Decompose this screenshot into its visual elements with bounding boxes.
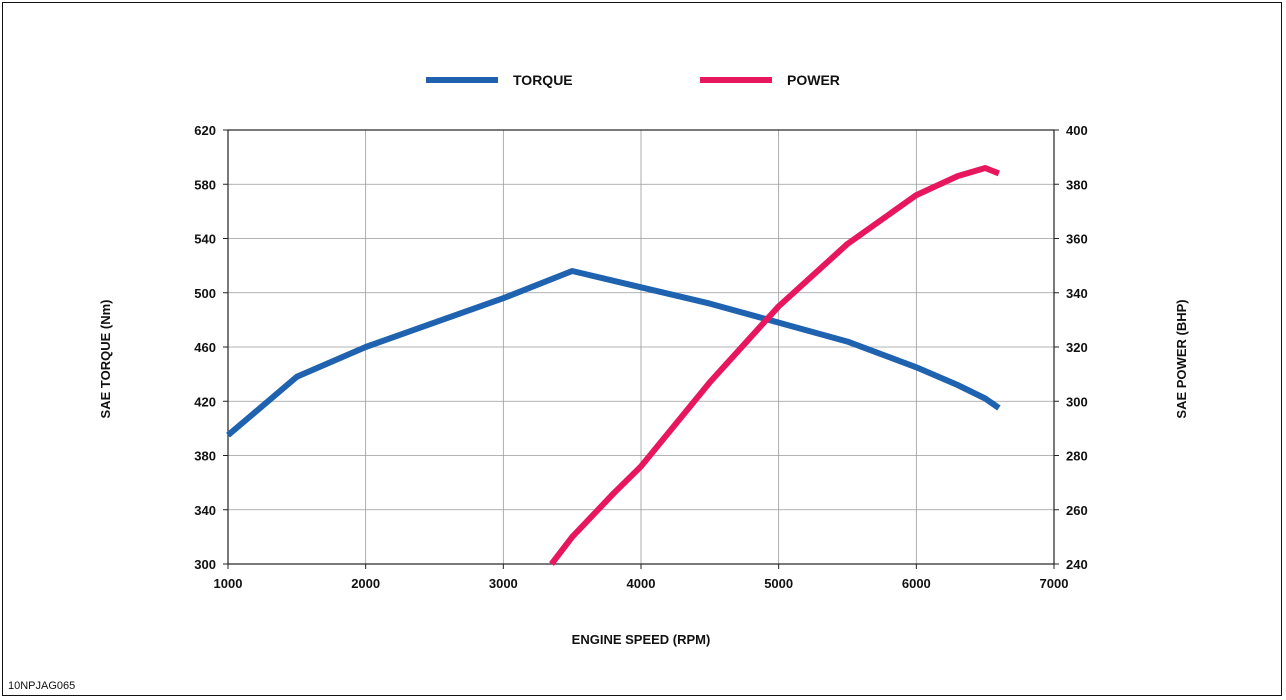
- y-tick-label: 540: [194, 232, 216, 247]
- series-lines: [228, 168, 999, 564]
- y-tick-label: 340: [194, 503, 216, 518]
- y2-tick-label: 240: [1066, 557, 1088, 572]
- series-line-torque: [228, 271, 999, 435]
- y2-axis-ticks: 240 260 280 300 320 340 360 380 400: [1054, 123, 1088, 572]
- y2-tick-label: 320: [1066, 340, 1088, 355]
- y2-tick-label: 280: [1066, 449, 1088, 464]
- x-tick-label: 6000: [902, 576, 931, 591]
- x-tick-label: 1000: [214, 576, 243, 591]
- y-tick-label: 300: [194, 557, 216, 572]
- y-tick-label: 500: [194, 286, 216, 301]
- y-tick-label: 420: [194, 394, 216, 409]
- x-axis-title: ENGINE SPEED (RPM): [572, 632, 711, 647]
- grid-lines: [228, 130, 1054, 564]
- y-tick-label: 460: [194, 340, 216, 355]
- y-axis-title: SAE TORQUE (Nm): [98, 300, 113, 419]
- figure-code: 10NPJAG065: [8, 680, 75, 693]
- y-axis-ticks: 300 340 380 420 460 500 540 580 620: [194, 123, 228, 572]
- legend-label-torque: TORQUE: [513, 72, 573, 88]
- y2-tick-label: 300: [1066, 394, 1088, 409]
- series-line-power: [552, 168, 999, 564]
- y2-tick-label: 380: [1066, 177, 1088, 192]
- y2-tick-label: 360: [1066, 232, 1088, 247]
- y-tick-label: 580: [194, 177, 216, 192]
- legend-label-power: POWER: [787, 72, 840, 88]
- x-tick-label: 4000: [627, 576, 656, 591]
- y2-tick-label: 400: [1066, 123, 1088, 138]
- y2-axis-title: SAE POWER (BHP): [1174, 299, 1189, 418]
- y2-tick-label: 340: [1066, 286, 1088, 301]
- x-tick-label: 2000: [351, 576, 380, 591]
- y-tick-label: 380: [194, 449, 216, 464]
- x-tick-label: 5000: [764, 576, 793, 591]
- legend: TORQUE POWER: [426, 72, 840, 88]
- x-tick-label: 3000: [489, 576, 518, 591]
- x-tick-label: 7000: [1040, 576, 1069, 591]
- y2-tick-label: 260: [1066, 503, 1088, 518]
- y-tick-label: 620: [194, 123, 216, 138]
- x-axis-ticks: 1000 2000 3000 4000 5000 6000 7000: [214, 564, 1069, 591]
